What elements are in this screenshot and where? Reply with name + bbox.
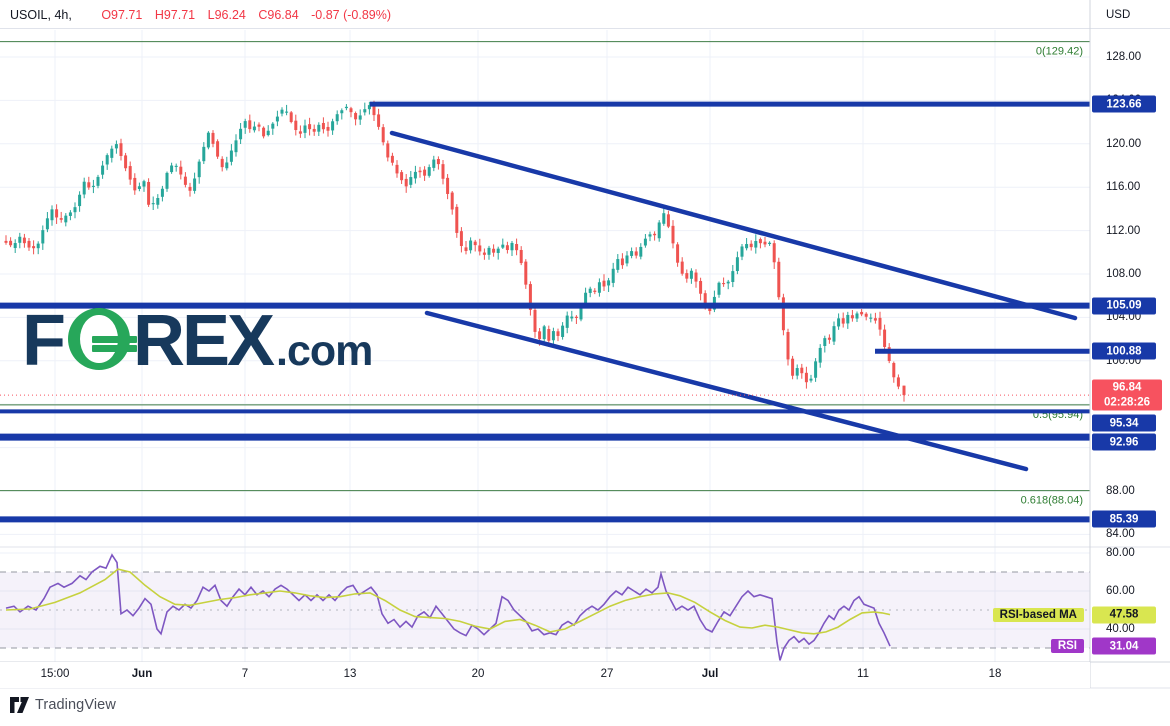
symbol-interval-label: USOIL, 4h,: [10, 8, 72, 22]
bar-countdown: 02:28:26: [1103, 396, 1151, 409]
legend-low-value: L96.24: [207, 8, 246, 22]
time-tick: Jun: [131, 668, 153, 680]
rsi-line: [5, 553, 891, 661]
watermark-dot-com: .com: [276, 327, 373, 376]
level-price-badge: 123.66: [1092, 95, 1156, 113]
price-tick: 88.00: [1106, 485, 1135, 497]
current-price-badge: 96.84 02:28:26: [1092, 379, 1162, 411]
watermark-letters-rex: REX: [132, 300, 275, 381]
rsi-value-badge: 31.04: [1092, 637, 1156, 655]
symbol-legend[interactable]: USOIL, 4h, O97.71 H97.71 L96.24 C96.84 -…: [10, 8, 391, 22]
price-tick: 104.00: [1106, 311, 1142, 324]
currency-label: USD: [1106, 9, 1131, 21]
time-tick: 27: [600, 668, 614, 680]
time-tick: 15:00: [40, 668, 70, 680]
fib-label: 0.618(88.04): [1021, 495, 1083, 507]
forex-com-watermark: F REX .com: [22, 300, 373, 381]
tradingview-logo[interactable]: TradingView: [10, 697, 116, 713]
level-price-badge: 92.96: [1092, 433, 1156, 451]
trendline[interactable]: [424, 310, 1029, 472]
time-tick: 18: [988, 668, 1002, 680]
level-price-badge: 95.34: [1092, 414, 1156, 432]
price-tick: 116.00: [1106, 181, 1141, 194]
rsi-ma-line: [5, 568, 891, 635]
rsi-tick: 80.00: [1106, 547, 1135, 559]
current-price-value: 96.84: [1112, 381, 1142, 394]
tradingview-brand-text: TradingView: [35, 697, 116, 713]
forex-o-logo-icon: [67, 308, 138, 370]
rsi-ma-value-badge: 47.58: [1092, 606, 1156, 624]
rsi-tick: 40.00: [1106, 623, 1135, 635]
price-tick: 112.00: [1106, 224, 1141, 237]
price-tick: 84.00: [1106, 528, 1135, 541]
rsi-band: [0, 572, 1090, 648]
candlesticks: [4, 100, 906, 402]
level-price-badge: 105.09: [1092, 297, 1156, 315]
price-tick: 120.00: [1106, 137, 1142, 150]
rsi-ma-label-pill: RSI-based MA: [992, 607, 1084, 622]
watermark-letter-f: F: [22, 300, 66, 381]
level-price-badge: 85.39: [1092, 510, 1156, 528]
time-tick: 7: [241, 668, 249, 680]
level-price-badge: 100.88: [1092, 342, 1156, 360]
legend-close-value: C96.84: [258, 8, 299, 22]
price-tick: 108.00: [1106, 268, 1142, 280]
legend-open-value: O97.71: [101, 8, 143, 22]
time-tick: Jul: [701, 668, 719, 680]
time-tick: 13: [343, 668, 357, 680]
trendline[interactable]: [389, 130, 1078, 321]
rsi-label-pill: RSI: [1050, 639, 1084, 654]
time-axis[interactable]: 15:00 Jun 7 13 20 27 Jul 11 18: [0, 662, 1090, 688]
fib-label: 0(129.42): [1036, 46, 1083, 58]
legend-change-value: -0.87 (-0.89%): [311, 8, 392, 22]
price-axis[interactable]: USD 96.84 02:28:26 47.58 31.04 128.00124…: [1090, 0, 1170, 688]
price-tick: 128.00: [1106, 51, 1142, 63]
tradingview-mark-icon: [10, 697, 29, 713]
time-tick: 11: [857, 668, 869, 680]
rsi-tick: 60.00: [1106, 585, 1135, 597]
legend-high-value: H97.71: [154, 8, 196, 22]
time-tick: 20: [471, 668, 485, 680]
